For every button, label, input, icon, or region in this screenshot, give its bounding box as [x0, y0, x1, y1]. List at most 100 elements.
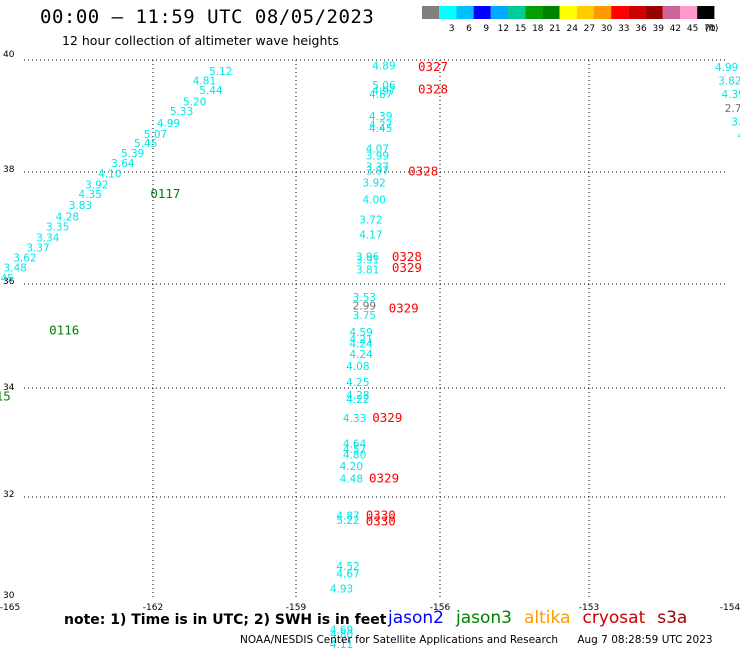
wave-height-point: 4.02 [738, 130, 740, 142]
wave-height-point: 5.39 [121, 148, 144, 160]
scale-label: 39 [652, 24, 664, 34]
wave-height-point: 3.92 [362, 177, 385, 189]
time-label: 0329 [372, 410, 402, 425]
wave-height-point: 5.12 [209, 66, 232, 78]
wave-height-point: 3.48 [3, 263, 26, 275]
wave-height-point: 4.08 [346, 361, 369, 373]
x-tick-label: -156 [430, 603, 451, 613]
scale-label: 36 [635, 24, 647, 34]
scale-label: 15 [515, 24, 526, 34]
scale-swatch [697, 6, 715, 19]
satellite-jason3: jason3 [456, 608, 512, 628]
wave-height-point: 5.06 [372, 80, 396, 92]
x-tick-label: -154 [720, 603, 740, 613]
wave-height-point: 4.87 [369, 89, 392, 101]
wave-height-point: 4.99 [715, 62, 738, 74]
time-label: 0327 [418, 59, 448, 74]
x-tick-label: -165 [0, 603, 20, 613]
wave-height-point: 2.99 [353, 300, 376, 312]
wave-height-point: 5.20 [183, 96, 206, 108]
time-label: 0328 [408, 164, 438, 179]
wave-height-point: 4.67 [336, 568, 359, 580]
scale-label: 70 [704, 24, 716, 34]
wave-height-point: 3.45 [0, 273, 14, 285]
track-cryosat: 4.895.064.974.874.394.274.454.073.993.37… [330, 59, 448, 650]
wave-height-point: 4.35 [79, 189, 102, 201]
scale-swatch [456, 6, 474, 19]
wave-height-point: 3.37 [26, 243, 49, 255]
wave-height-point: 4.27 [369, 120, 392, 132]
wave-height-point: 4.28 [346, 390, 369, 402]
wave-height-point: 3.34 [36, 232, 60, 244]
wave-height-point: 4.48 [340, 473, 363, 485]
satellite-altika: altika [524, 608, 571, 628]
scale-label: 9 [483, 24, 489, 34]
time-label: 0116 [49, 322, 79, 337]
y-tick-label: 40 [3, 50, 15, 60]
wave-height-point: 3.83 [69, 200, 92, 212]
footer-generated: Aug 7 08:28:59 UTC 2023 [577, 634, 713, 646]
scale-swatch [439, 6, 457, 19]
wave-height-point: 3.35 [46, 222, 69, 234]
scale-swatch [594, 6, 612, 19]
track-s3a: 4.993.824.392.773.284.023.354.262.503.53… [715, 62, 740, 142]
wave-height-point: 2.77 [725, 103, 740, 115]
wave-height-point: 4.69 [330, 624, 353, 636]
time-label: 0329 [369, 470, 399, 485]
wave-height-point: 4.33 [343, 413, 366, 425]
wave-height-point: 4.17 [359, 230, 382, 242]
wave-height-point: 4.64 [343, 439, 367, 451]
scale-label: 27 [584, 24, 595, 34]
wave-height-point: 4.11 [330, 639, 353, 650]
wave-height-point: 4.89 [372, 61, 395, 73]
x-tick-label: -162 [143, 603, 163, 613]
wave-height-point: 3.82 [718, 75, 740, 87]
wave-height-point: 4.99 [157, 118, 180, 130]
x-tick-label: -153 [579, 603, 599, 613]
satellite-cryosat: cryosat [582, 608, 646, 628]
wave-height-point: 4.10 [98, 169, 121, 181]
wave-height-point: 4.24 [349, 349, 373, 361]
y-tick-label: 36 [3, 277, 15, 287]
satellite-legend: jason2 jason3 altika cryosat s3a [388, 608, 699, 628]
wave-height-point: 4.80 [343, 450, 366, 462]
time-label: 0328 [418, 81, 448, 96]
scale-label: 30 [601, 24, 613, 34]
wave-height-point: 4.39 [721, 89, 740, 101]
satellite-s3a: s3a [657, 608, 688, 628]
wave-height-point: 4.59 [349, 327, 372, 339]
scale-swatch [508, 6, 526, 19]
y-tick-label: 34 [3, 383, 15, 393]
color-scale: 3 6 9 12 15 18 21 24 27 30 33 36 39 42 45 70(ft) [422, 6, 718, 34]
wave-height-point: 3.91 [356, 255, 379, 267]
wave-height-point: 3.72 [359, 215, 382, 227]
wave-height-point: 3.53 [353, 292, 376, 304]
wave-height-point: 5.33 [170, 106, 193, 118]
wave-height-point: 4.93 [330, 583, 353, 595]
scale-label: 21 [549, 24, 560, 34]
wave-height-point: 4.45 [369, 123, 392, 135]
wave-height-point: 3.81 [356, 264, 379, 276]
wave-height-point: 4.20 [340, 461, 363, 473]
wave-height-point: 4.52 [336, 561, 359, 573]
track-jason3: 5.124.815.445.205.334.995.075.455.393.64… [0, 66, 232, 404]
wave-height-point: 4.80 [330, 629, 353, 641]
scale-swatch [525, 6, 543, 19]
wave-height-point: 3.28 [731, 116, 740, 128]
scale-swatch [559, 6, 577, 19]
wave-height-point: 4.24 [349, 338, 373, 350]
wave-height-point: 5.45 [134, 138, 157, 150]
scale-label: 6 [466, 24, 472, 34]
wave-height-point: 3.51 [0, 282, 1, 294]
wave-height-point: 4.22 [346, 394, 369, 406]
scale-swatch [422, 6, 440, 19]
time-label: 0329 [389, 301, 419, 316]
wave-height-point: 4.25 [346, 377, 369, 389]
time-label: 0330 [366, 513, 396, 528]
y-tick-label: 38 [3, 165, 15, 175]
chart-subtitle: 12 hour collection of altimeter wave hei… [62, 33, 339, 48]
scale-swatch [490, 6, 508, 19]
satellite-jason2: jason2 [388, 608, 444, 628]
